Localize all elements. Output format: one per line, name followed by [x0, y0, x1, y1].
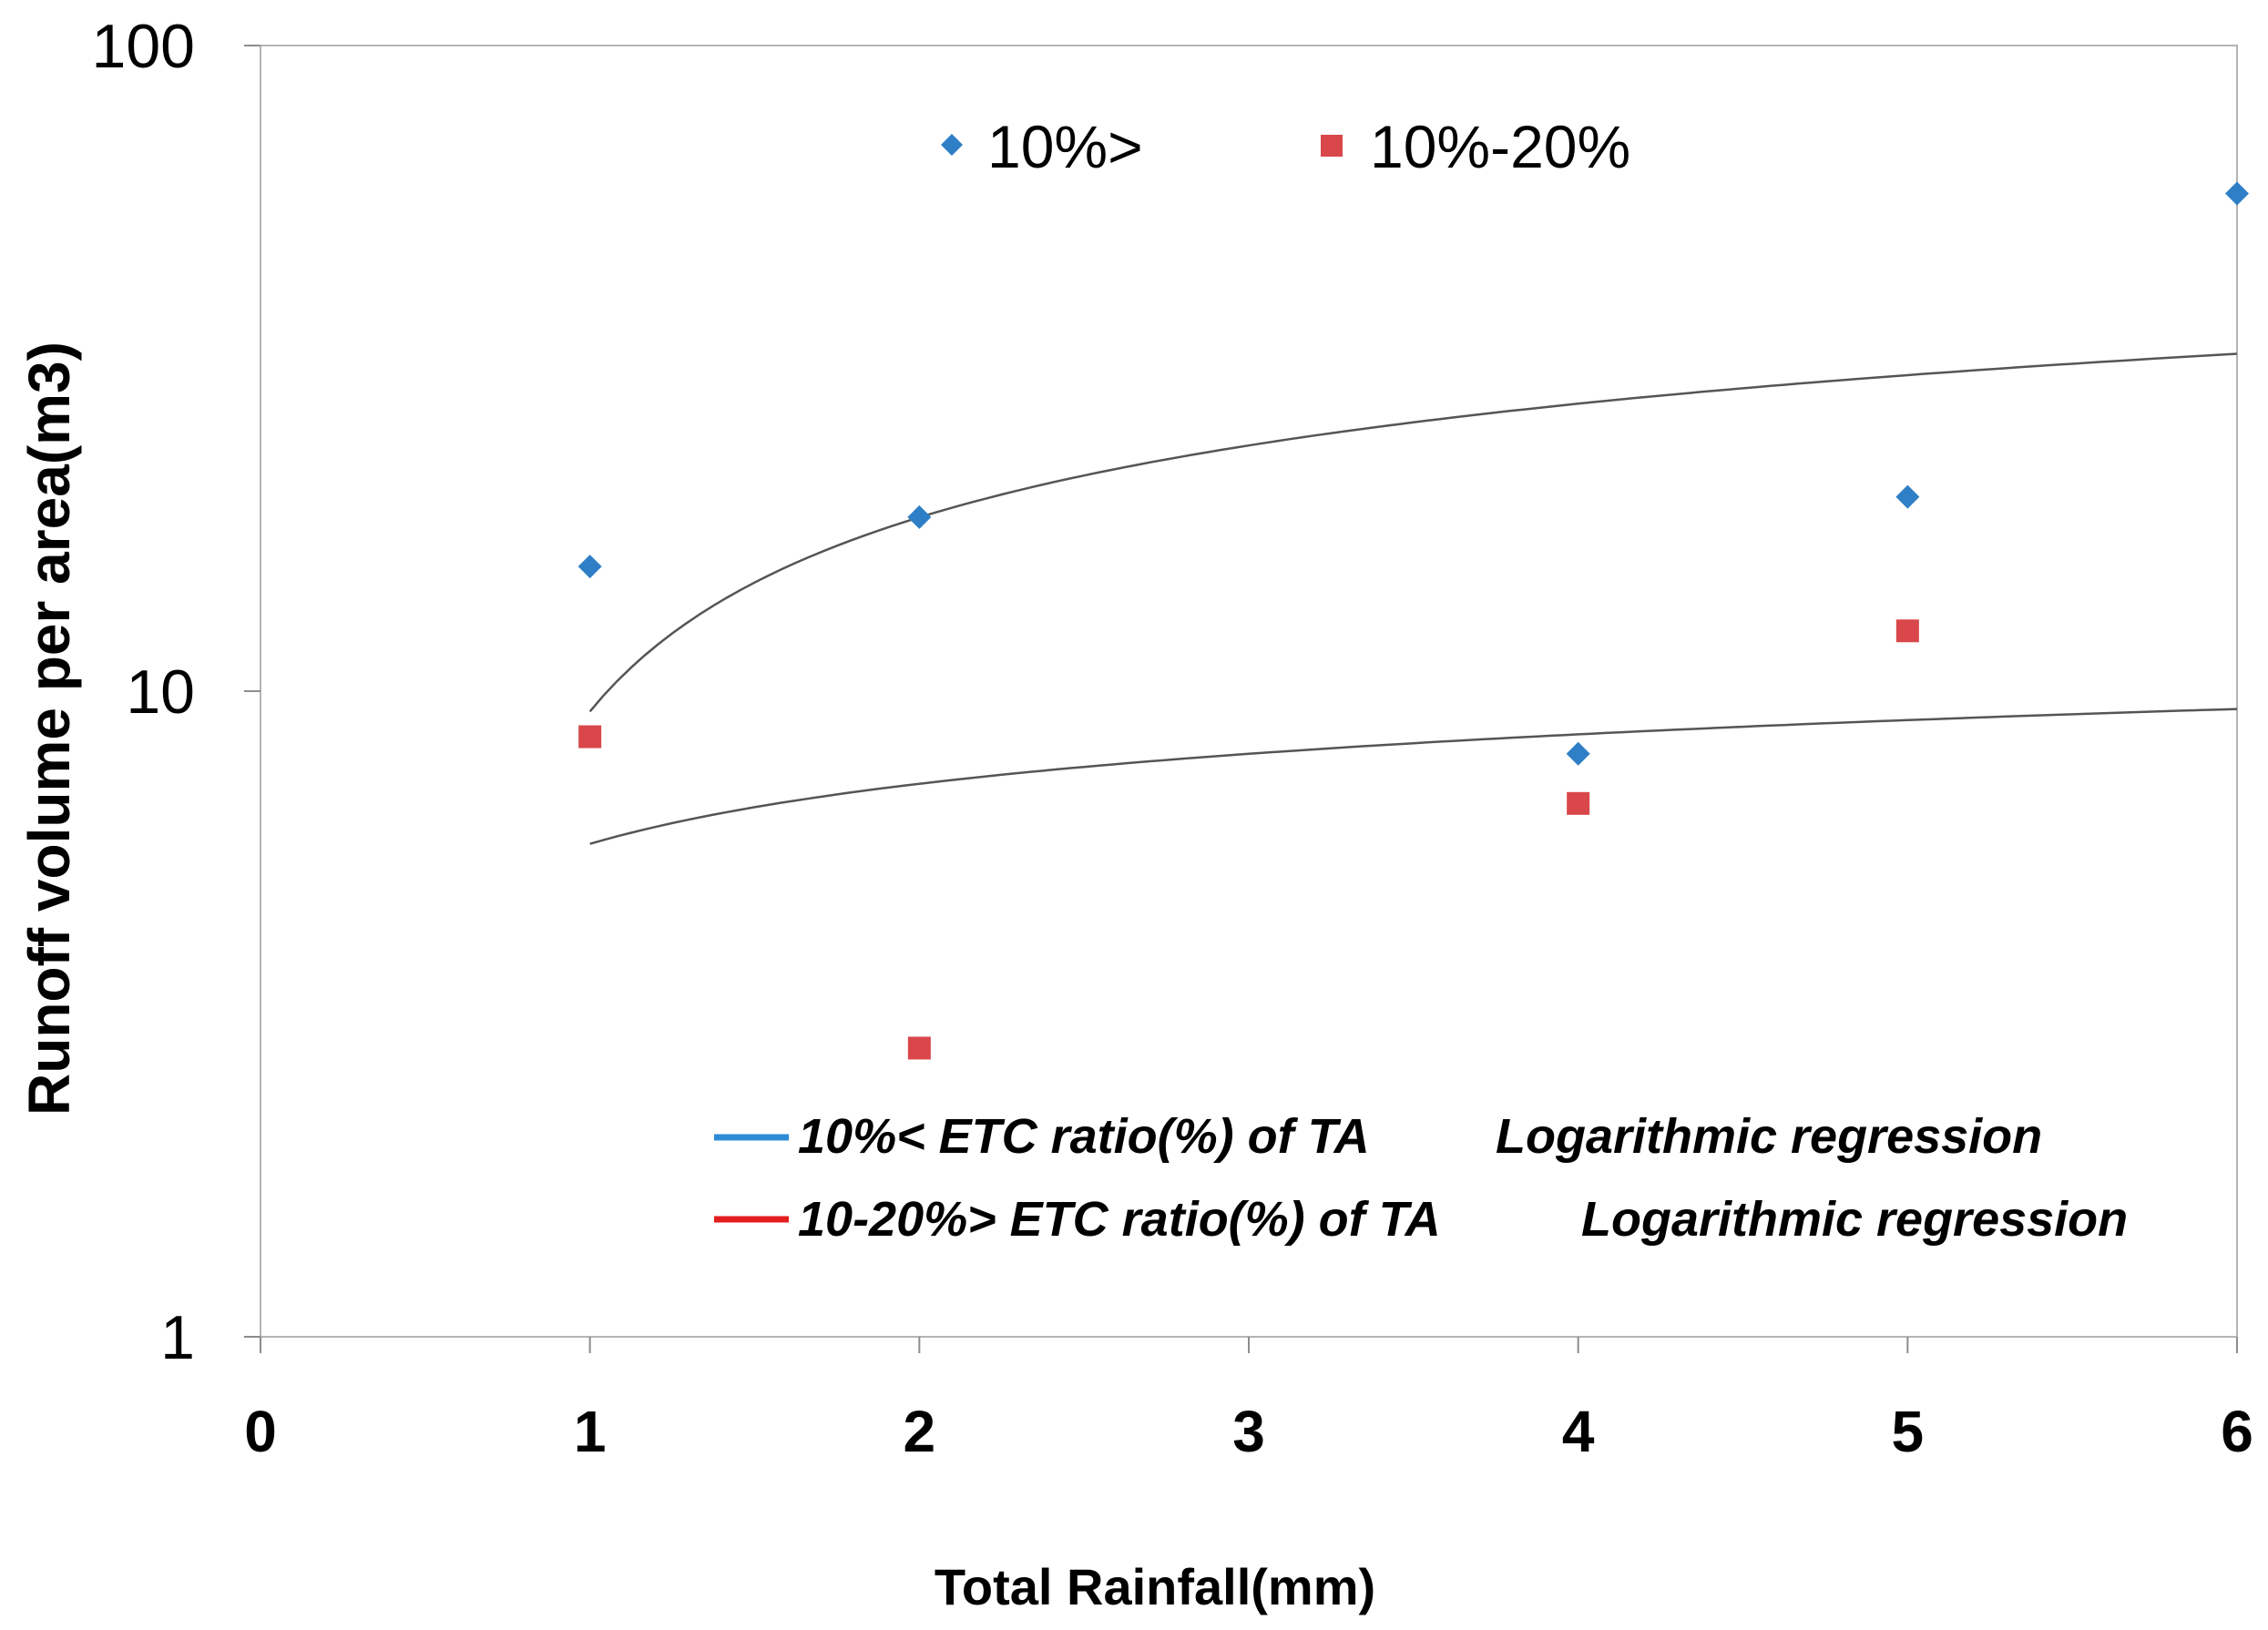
- data-point-diamond: [1566, 741, 1590, 766]
- x-tick-label: 4: [1562, 1399, 1595, 1464]
- data-point-layer: [577, 181, 2249, 1060]
- data-point-square: [907, 1036, 931, 1060]
- trendline: [588, 352, 2238, 713]
- data-point-square: [1567, 791, 1590, 815]
- y-tick-label: 10: [126, 657, 195, 727]
- legend-diamond-marker: [941, 134, 963, 156]
- legend-regression-suffix: Logarithmic regression: [1581, 1192, 2128, 1247]
- x-tick-label: 6: [2221, 1399, 2253, 1464]
- legend-regression-suffix: Logarithmic regression: [1496, 1109, 2042, 1164]
- x-tick-label: 2: [904, 1399, 936, 1464]
- regression-legend: 10%< ETC ratio(%) of TA Logarithmic regr…: [714, 1109, 2128, 1247]
- legend-entry-label: 10%-20%: [1370, 113, 1630, 180]
- legend-regression-label: 10%< ETC ratio(%) of TA: [798, 1109, 1370, 1164]
- data-point-square: [578, 725, 602, 749]
- legend-square-marker: [1321, 135, 1343, 157]
- x-tick-label: 1: [574, 1399, 607, 1464]
- data-point-diamond: [1895, 484, 1920, 509]
- x-tick-label: 5: [1892, 1399, 1925, 1464]
- data-point-diamond: [577, 555, 602, 579]
- data-point-square: [1895, 619, 1919, 643]
- x-tick-label: 3: [1232, 1399, 1265, 1464]
- legend-regression-label: 10-20%> ETC ratio(%) of TA: [798, 1192, 1441, 1247]
- trendline-layer: [588, 352, 2238, 845]
- trendline: [589, 708, 2238, 845]
- data-point-diamond: [907, 504, 932, 529]
- data-point-diamond: [2225, 181, 2249, 206]
- y-tick-label: 1: [160, 1303, 195, 1372]
- x-tick-label: 0: [244, 1399, 277, 1464]
- y-axis-title: Runoff volume per area(m3): [16, 341, 82, 1116]
- top-legend: 10%> 10%-20%: [941, 113, 1630, 180]
- y-tick-label: 100: [92, 12, 195, 81]
- legend-entry-label: 10%>: [987, 113, 1143, 180]
- x-axis-title: Total Rainfall(mm): [935, 1558, 1375, 1615]
